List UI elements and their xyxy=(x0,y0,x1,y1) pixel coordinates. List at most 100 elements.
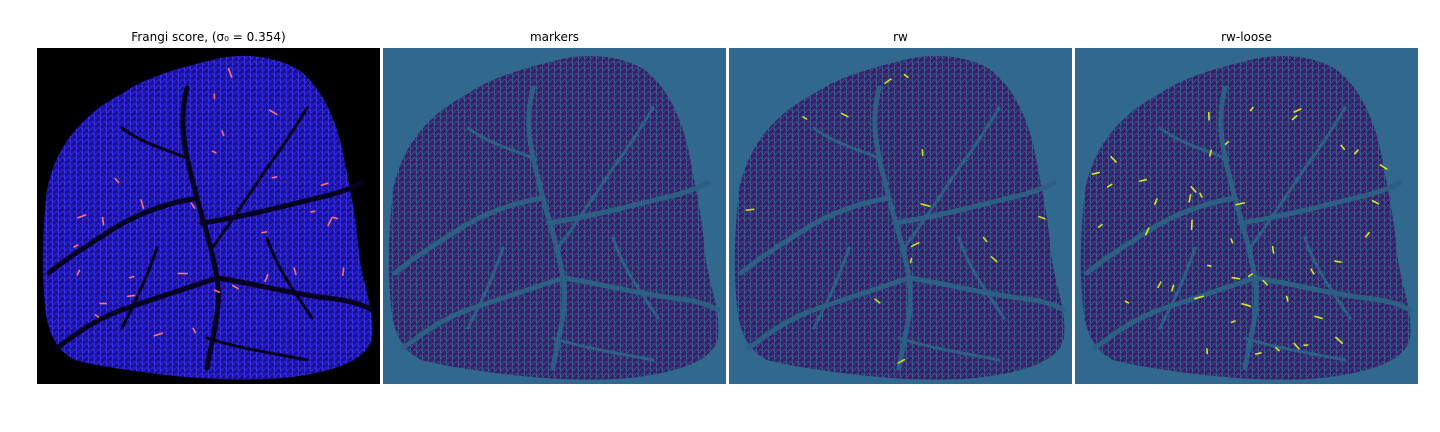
highlight-segment xyxy=(231,284,240,290)
rw-image xyxy=(729,48,1072,384)
vessel xyxy=(265,236,314,320)
vessel xyxy=(746,275,912,351)
highlight-segment xyxy=(1153,198,1158,206)
highlight-segment xyxy=(293,267,297,276)
vessel xyxy=(1158,126,1227,160)
vessel xyxy=(1084,195,1238,276)
highlight-segment xyxy=(1379,164,1388,170)
frangi-score-image xyxy=(37,48,380,384)
highlight-segment xyxy=(745,208,755,211)
highlight-segment xyxy=(140,199,145,210)
highlight-segment xyxy=(310,210,316,213)
vessel xyxy=(1218,85,1259,371)
vessel xyxy=(812,246,851,330)
highlight-segment xyxy=(77,214,87,219)
highlight-segment xyxy=(1110,155,1117,163)
highlight-segment xyxy=(1262,279,1268,286)
highlight-segment xyxy=(1353,149,1359,155)
vessel xyxy=(1248,106,1347,250)
vessel xyxy=(611,236,660,320)
vessel xyxy=(551,336,655,362)
vessel xyxy=(556,106,655,250)
highlight-segment xyxy=(211,150,217,154)
highlight-segment xyxy=(1310,268,1315,275)
highlight-segment xyxy=(884,78,892,85)
vessel xyxy=(120,126,189,160)
vessel xyxy=(466,246,505,330)
highlight-segment xyxy=(1230,320,1236,324)
highlight-segment xyxy=(1235,202,1246,206)
highlight-segment xyxy=(920,203,931,207)
highlight-segment xyxy=(1124,300,1130,304)
highlight-segment xyxy=(1293,342,1300,350)
highlight-segment xyxy=(153,332,164,337)
vessel xyxy=(199,180,365,226)
vessel xyxy=(1158,246,1197,330)
highlight-segment xyxy=(1334,260,1342,263)
highlight-segment xyxy=(1230,238,1234,244)
highlight-segment xyxy=(114,177,120,184)
highlight-segment xyxy=(840,112,849,118)
highlight-segment xyxy=(213,289,221,294)
vessel xyxy=(120,246,159,330)
highlight-segment xyxy=(1271,245,1275,254)
highlight-segment xyxy=(268,109,278,116)
highlight-segment xyxy=(221,130,225,137)
vessel xyxy=(1237,180,1403,226)
highlight-segment xyxy=(1364,231,1370,238)
highlight-segment xyxy=(341,267,345,277)
vessel xyxy=(1243,336,1347,362)
vessel xyxy=(392,195,546,276)
highlight-segment xyxy=(1371,199,1380,205)
panel-title-rw-loose: rw-loose xyxy=(1221,30,1272,44)
highlight-segment xyxy=(128,275,135,279)
highlight-segment xyxy=(874,298,881,304)
highlight-segment xyxy=(76,269,81,276)
vessel xyxy=(214,275,375,313)
highlight-segment xyxy=(227,67,233,78)
highlight-segment xyxy=(1247,273,1254,278)
vessel xyxy=(560,275,721,313)
vessel xyxy=(891,180,1057,226)
vessel xyxy=(180,85,221,371)
highlight-segment xyxy=(264,274,269,283)
rw-loose-image xyxy=(1075,48,1418,384)
highlight-segment xyxy=(126,294,136,298)
highlight-segment xyxy=(1190,185,1197,193)
tissue-graphic xyxy=(383,48,726,384)
highlight-segment xyxy=(1254,352,1262,355)
vessel xyxy=(897,336,1001,362)
highlight-segment xyxy=(1097,223,1103,229)
highlight-segment xyxy=(1199,192,1203,198)
vessel xyxy=(738,195,892,276)
vessel xyxy=(46,195,200,276)
highlight-segment xyxy=(910,241,920,248)
highlight-segment xyxy=(332,216,339,220)
vessel xyxy=(205,336,309,362)
highlight-segment xyxy=(1291,115,1298,121)
vessel xyxy=(54,275,220,351)
vessel xyxy=(902,106,1001,250)
highlight-segment xyxy=(1206,264,1212,267)
vessel xyxy=(210,106,309,250)
highlight-segment xyxy=(1340,144,1346,151)
highlight-segment xyxy=(897,358,906,364)
highlight-segment xyxy=(1208,149,1213,157)
panel-title-rw: rw xyxy=(893,30,908,44)
highlight-segment xyxy=(1293,108,1302,113)
highlight-segment xyxy=(320,182,329,187)
vessel xyxy=(526,85,567,371)
vessel xyxy=(812,126,881,160)
highlight-segment xyxy=(190,202,196,210)
highlight-segment xyxy=(1038,215,1046,220)
highlight-segment xyxy=(1144,227,1150,236)
highlight-segment xyxy=(1224,141,1229,146)
highlight-segment xyxy=(1335,336,1344,344)
highlight-segment xyxy=(1241,303,1252,308)
tissue-graphic xyxy=(1075,48,1418,384)
highlight-segment xyxy=(1188,194,1192,203)
vessel xyxy=(906,275,1067,313)
vessel xyxy=(957,236,1006,320)
highlight-segment xyxy=(1314,315,1323,320)
vessel xyxy=(1252,275,1413,313)
